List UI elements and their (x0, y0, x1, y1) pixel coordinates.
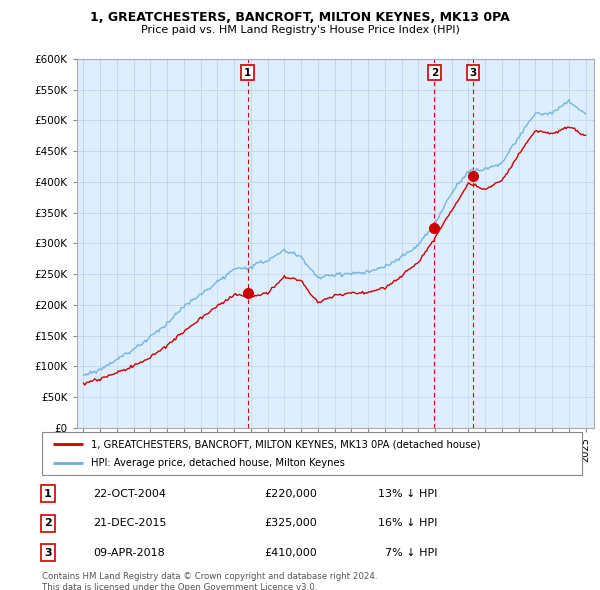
Text: Contains HM Land Registry data © Crown copyright and database right 2024.: Contains HM Land Registry data © Crown c… (42, 572, 377, 581)
Text: £325,000: £325,000 (264, 519, 317, 528)
Text: 3: 3 (469, 67, 476, 77)
Text: This data is licensed under the Open Government Licence v3.0.: This data is licensed under the Open Gov… (42, 583, 317, 590)
Text: 1: 1 (44, 489, 52, 499)
Text: 1, GREATCHESTERS, BANCROFT, MILTON KEYNES, MK13 0PA: 1, GREATCHESTERS, BANCROFT, MILTON KEYNE… (90, 11, 510, 24)
Text: 2: 2 (44, 519, 52, 528)
Text: 2: 2 (431, 67, 438, 77)
Text: 3: 3 (44, 548, 52, 558)
Text: 09-APR-2018: 09-APR-2018 (93, 548, 165, 558)
Text: Price paid vs. HM Land Registry's House Price Index (HPI): Price paid vs. HM Land Registry's House … (140, 25, 460, 35)
Text: 13% ↓ HPI: 13% ↓ HPI (378, 489, 437, 499)
Text: 16% ↓ HPI: 16% ↓ HPI (378, 519, 437, 528)
Text: 21-DEC-2015: 21-DEC-2015 (93, 519, 167, 528)
Text: £410,000: £410,000 (264, 548, 317, 558)
Text: 1, GREATCHESTERS, BANCROFT, MILTON KEYNES, MK13 0PA (detached house): 1, GREATCHESTERS, BANCROFT, MILTON KEYNE… (91, 440, 480, 450)
FancyBboxPatch shape (42, 432, 582, 475)
Text: HPI: Average price, detached house, Milton Keynes: HPI: Average price, detached house, Milt… (91, 458, 344, 468)
Text: 22-OCT-2004: 22-OCT-2004 (93, 489, 166, 499)
Text: 1: 1 (244, 67, 251, 77)
Text: £220,000: £220,000 (264, 489, 317, 499)
Text: 7% ↓ HPI: 7% ↓ HPI (378, 548, 437, 558)
